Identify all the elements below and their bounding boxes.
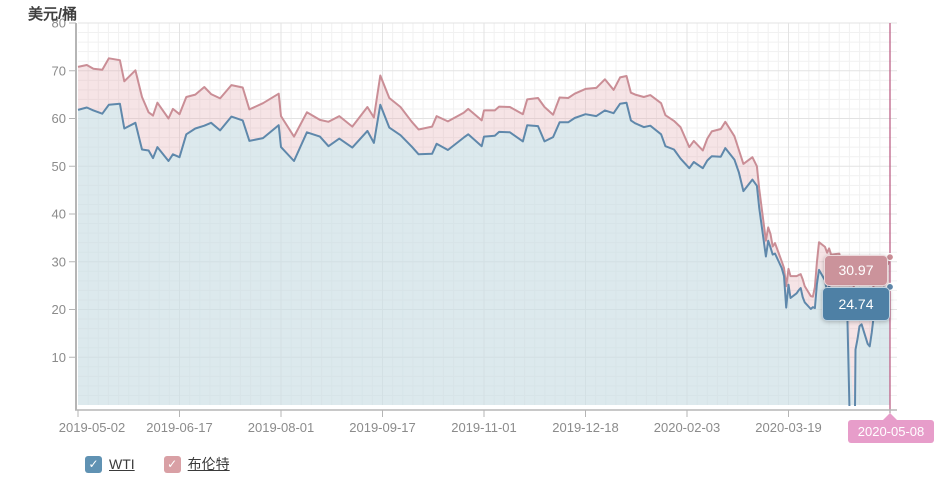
- wti-legend-label[interactable]: WTI: [109, 456, 135, 472]
- wti-area: [78, 102, 890, 405]
- y-axis-label: 60: [52, 111, 66, 126]
- y-axis-label: 20: [52, 302, 66, 317]
- y-axis-label: 80: [52, 16, 66, 31]
- x-axis-label: 2019-11-01: [451, 420, 517, 435]
- legend-item-wti[interactable]: ✓ WTI: [85, 455, 135, 473]
- brent-value-tooltip: 30.97: [824, 255, 888, 286]
- x-axis-label: 2020-02-03: [654, 420, 721, 435]
- legend: ✓ WTI ✓ 布伦特: [85, 454, 259, 474]
- legend-item-brent[interactable]: ✓ 布伦特: [163, 454, 230, 474]
- y-axis-label: 70: [52, 63, 66, 78]
- x-axis-label: 2019-09-17: [349, 420, 416, 435]
- wti-value-tooltip: 24.74: [822, 287, 890, 321]
- selected-date-badge: 2020-05-08: [848, 413, 934, 443]
- series-lines: [77, 57, 891, 406]
- x-axis-label: 2020-03-19: [755, 420, 822, 435]
- caret-up-icon: [883, 413, 897, 420]
- y-axis-label: 50: [52, 159, 66, 174]
- page-title: 美元/桶: [28, 6, 78, 23]
- x-axis-labels: 2019-05-02 2019-06-17 2019-08-01 2019-09-17…: [59, 420, 822, 435]
- wti-line: [77, 101, 891, 406]
- y-axis-label: 40: [52, 207, 66, 222]
- x-axis-label: 2019-08-01: [248, 420, 315, 435]
- brent-checkbox[interactable]: ✓: [163, 455, 181, 473]
- y-axis-label: 30: [52, 254, 66, 269]
- x-axis-label: 2019-05-02: [59, 420, 126, 435]
- x-axis-label: 2019-06-17: [146, 420, 213, 435]
- y-axis-label: 10: [52, 350, 66, 365]
- selected-date-text: 2020-05-08: [857, 424, 925, 439]
- axes: [69, 22, 897, 417]
- x-axis-label: 2019-12-18: [552, 420, 619, 435]
- wti-checkbox[interactable]: ✓: [85, 455, 102, 473]
- brent-line: [77, 57, 891, 314]
- y-axis-labels: 80 70 60 50 40 30 20 10: [52, 16, 66, 365]
- brent-legend-label[interactable]: 布伦特: [187, 456, 230, 472]
